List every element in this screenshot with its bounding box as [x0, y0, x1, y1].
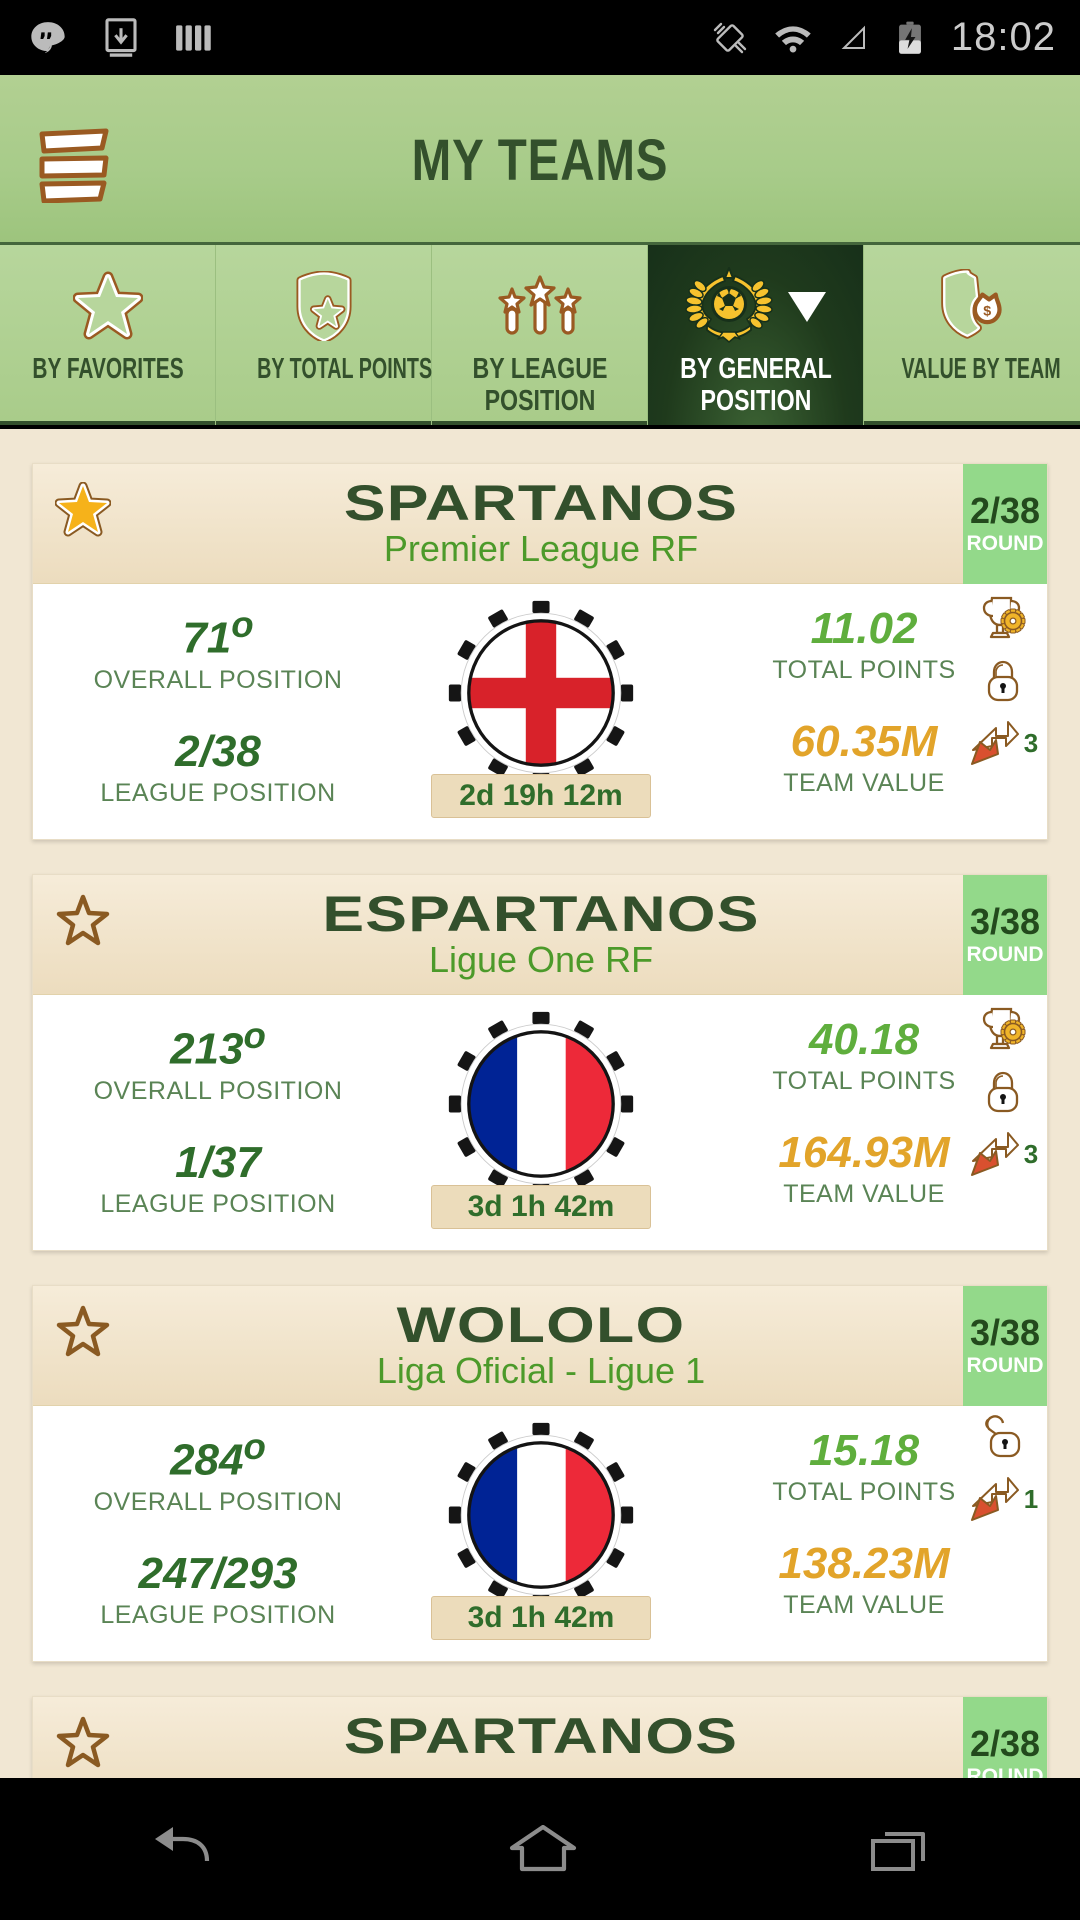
svg-text:$: $ — [983, 303, 991, 319]
